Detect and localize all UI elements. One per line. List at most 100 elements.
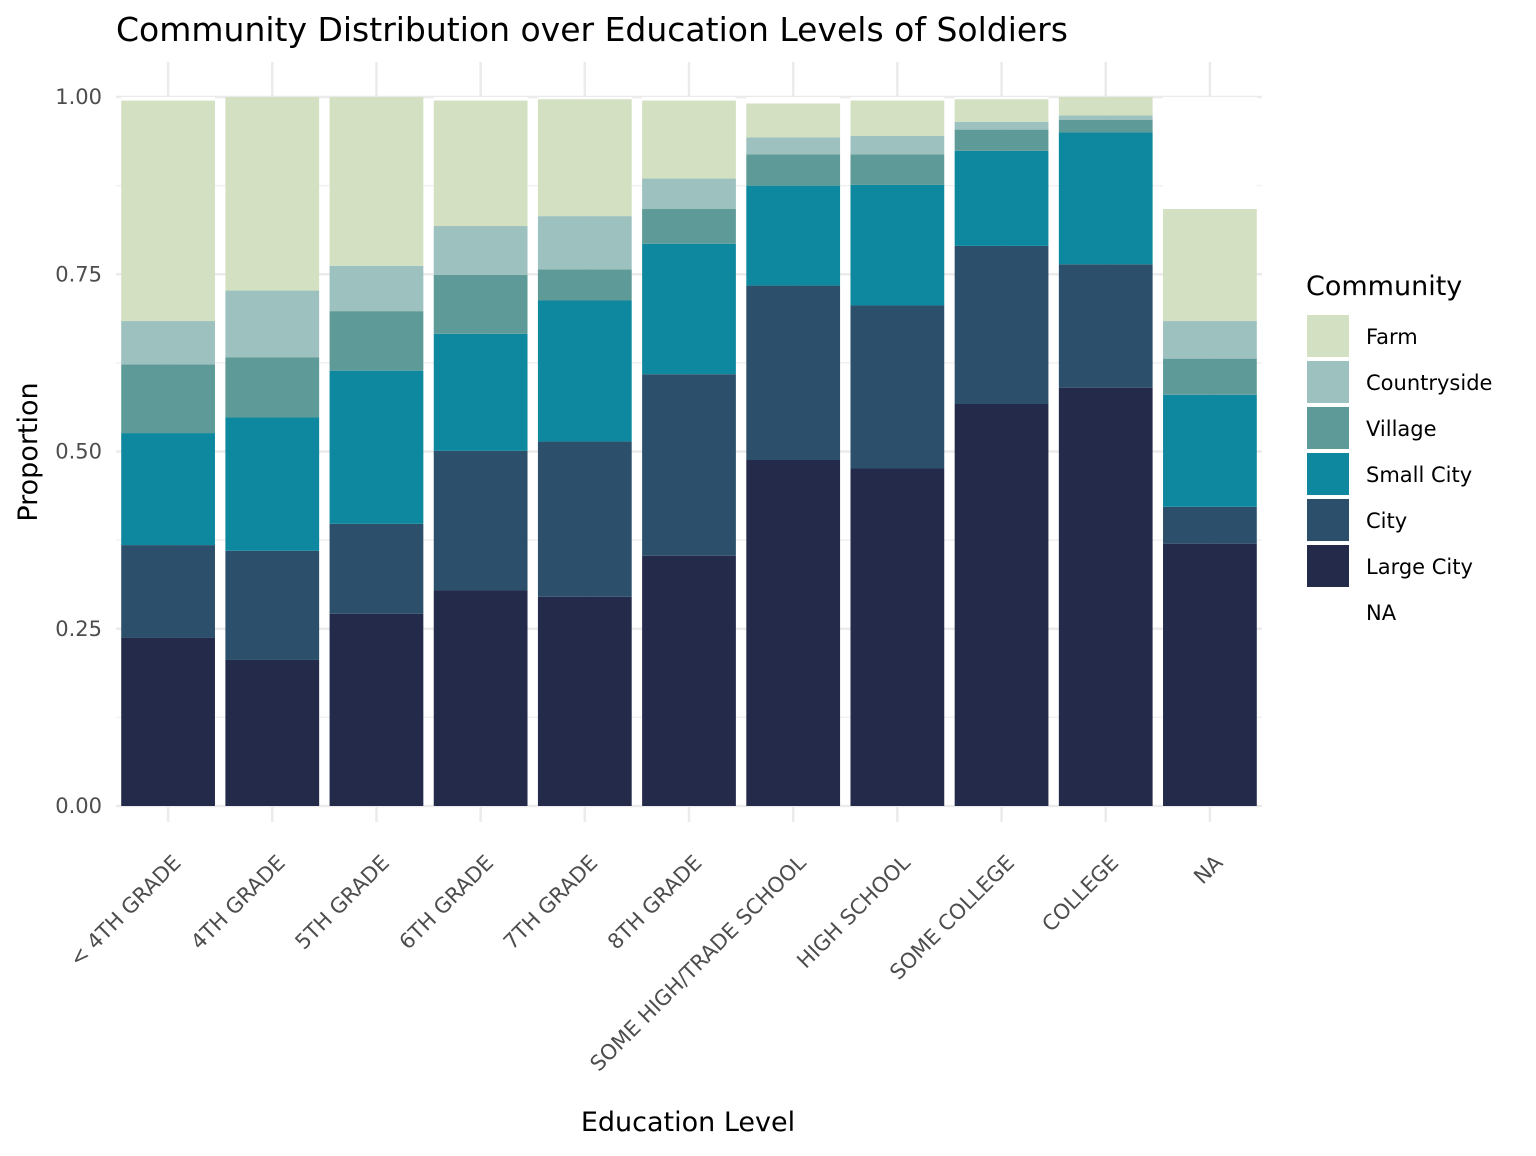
bar-segment-large-city [642,555,736,806]
bar-segment-farm [1058,97,1153,116]
bar-segment-countryside [225,290,320,358]
bar-segment-na [954,97,1049,100]
bar-segment-farm [1163,209,1257,322]
bar-segment-countryside [1058,115,1153,120]
bar-segment-na [121,97,215,101]
bar-segment-na [746,97,841,104]
bar-segment-farm [746,103,841,138]
bar-segment-small-city [850,184,945,306]
bar-segment-farm [954,99,1049,122]
bar-segment-small-city [537,300,632,442]
x-tick-label: COLLEGE [1037,851,1123,937]
bar-segment-na [537,97,632,100]
bar-segment-city [746,285,841,461]
bar-segment-farm [225,97,320,291]
bar-segment-countryside [746,137,841,155]
bar-segment-large-city [850,468,945,806]
legend-key-village [1307,407,1349,449]
bar-segment-city [954,245,1049,404]
bar-segment-city [642,374,736,556]
legend-key-small-city [1307,453,1349,495]
legend-title: Community [1306,271,1462,302]
legend-key-city [1307,499,1349,541]
bar-segment-farm [850,100,945,136]
legend-label-village: Village [1366,417,1437,441]
bar-segment-village [746,154,841,186]
legend-key-na [1307,591,1349,633]
bar-segment-large-city [225,659,320,806]
x-tick-label: 7TH GRADE [499,851,603,955]
y-tick-label: 1.00 [55,85,102,109]
bar-segment-na [1163,97,1257,210]
bar-segment-small-city [121,433,215,546]
y-axis-ticks: 0.00 0.25 0.50 0.75 1.00 [55,85,102,818]
bar-segment-large-city [1058,387,1153,806]
bar-segment-farm [642,100,736,179]
y-axis-label: Proportion [13,382,44,521]
bar-segment-village [121,364,215,434]
y-tick-label: 0.00 [55,794,102,818]
bar-segment-large-city [433,590,528,806]
bar-segment-city [1163,506,1257,544]
bar-segment-city [225,550,320,660]
bar-segment-na [850,97,945,101]
legend-key-farm [1307,315,1349,357]
bar-segment-countryside [1163,321,1257,359]
legend-label-countryside: Countryside [1366,371,1492,395]
x-tick-label: SOME HIGH/TRADE SCHOOL [585,850,811,1076]
bar-segment-city [1058,264,1153,388]
x-tick-label: NA [1189,850,1228,889]
bar-segment-village [642,209,736,244]
bar-segment-small-city [1163,394,1257,507]
y-tick-label: 0.75 [55,262,102,286]
bar-segment-countryside [329,265,424,312]
bar-segment-small-city [954,150,1049,246]
bar-segment-small-city [1058,132,1153,265]
bar-segment-large-city [954,403,1049,806]
x-tick-label: < 4TH GRADE [65,851,186,972]
bar-segment-village [329,311,424,371]
bar-segment-small-city [746,185,841,286]
bar-segment-large-city [329,613,424,806]
bar-segment-large-city [746,460,841,806]
legend-label-city: City [1366,509,1407,533]
x-axis-label: Education Level [581,1107,795,1138]
bars [121,97,1257,806]
bar-segment-small-city [225,417,320,551]
bar-segment-small-city [642,243,736,375]
bar-segment-small-city [433,333,528,451]
bar-segment-city [329,523,424,614]
bar-segment-village [1058,119,1153,133]
chart-title: Community Distribution over Education Le… [116,10,1068,49]
bar-segment-countryside [954,121,1049,130]
bar-segment-farm [121,100,215,322]
x-tick-label: 6TH GRADE [395,851,499,955]
bar-segment-village [433,274,528,334]
bar-segment-large-city [537,596,632,806]
bar-segment-city [850,305,945,469]
bar-segment-city [121,545,215,638]
x-tick-label: 8TH GRADE [603,851,707,955]
bar-segment-na [642,97,736,101]
bar-segment-countryside [850,135,945,155]
bar-segment-village [1163,358,1257,395]
bar-segment-village [225,357,320,418]
legend-key-large-city [1307,545,1349,587]
bar-segment-large-city [121,637,215,806]
y-tick-label: 0.25 [55,617,102,641]
x-axis-ticks: < 4TH GRADE 4TH GRADE 5TH GRADE 6TH GRADE 7T… [65,850,1228,1076]
bar-segment-countryside [537,216,632,270]
bar-segment-small-city [329,370,424,524]
bar-segment-village [850,154,945,185]
bar-segment-village [537,269,632,301]
bar-segment-village [954,129,1049,151]
bar-segment-na [433,97,528,101]
legend-label-large-city: Large City [1366,555,1473,579]
legend-label-small-city: Small City [1366,463,1472,487]
bar-segment-city [433,450,528,591]
bar-segment-countryside [121,321,215,365]
x-tick-label: 4TH GRADE [186,851,290,955]
bar-segment-farm [329,97,424,266]
bar-segment-city [537,441,632,597]
